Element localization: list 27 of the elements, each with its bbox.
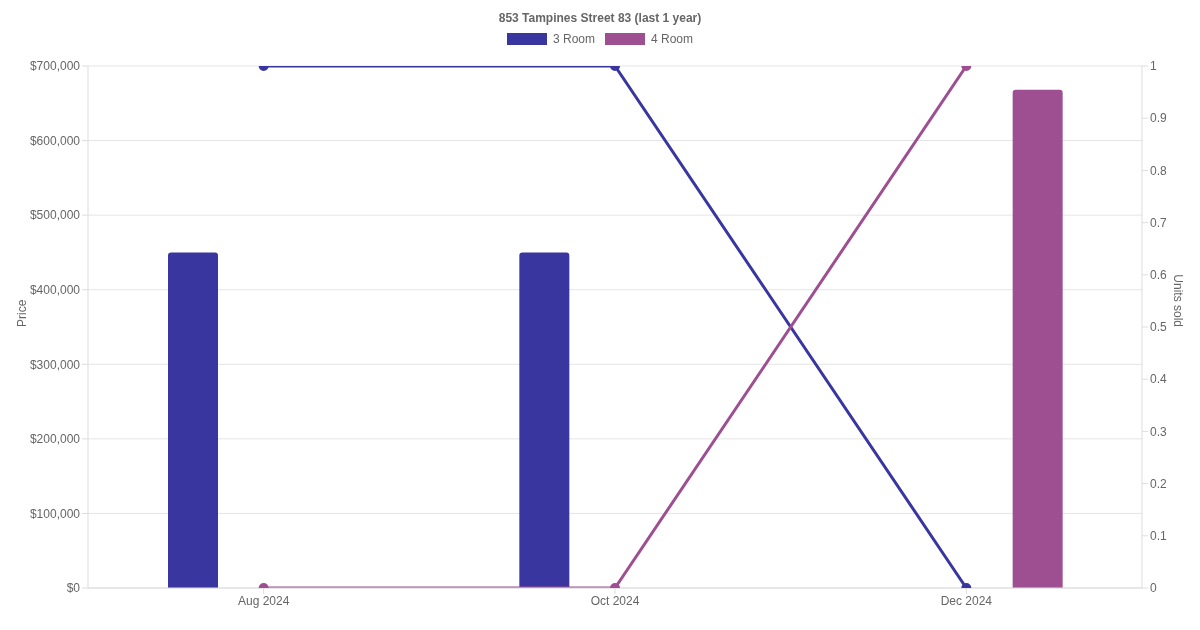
legend-label: 3 Room bbox=[552, 32, 595, 46]
y-tick-label: $100,000 bbox=[29, 506, 81, 521]
y2-tick-label: 0.7 bbox=[1150, 215, 1168, 230]
chart-title: 853 Tampines Street 83 (last 1 year) bbox=[497, 10, 703, 27]
y2-tick-label: 1 bbox=[1150, 59, 1157, 74]
x-tick-label: Aug 2024 bbox=[237, 593, 290, 608]
y-axis-title: Price bbox=[15, 299, 30, 327]
x-tick-label: Dec 2024 bbox=[940, 593, 993, 608]
y-tick-label: $400,000 bbox=[29, 282, 81, 297]
y2-tick-label: 0.4 bbox=[1150, 372, 1168, 387]
y2-tick-label: 0.8 bbox=[1150, 163, 1168, 178]
y2-tick-label: 0.6 bbox=[1150, 268, 1168, 283]
x-tick-label: Oct 2024 bbox=[590, 593, 640, 608]
y2-tick-label: 0.2 bbox=[1150, 476, 1168, 491]
y-tick-label: $600,000 bbox=[29, 133, 81, 148]
y-tick-label: $300,000 bbox=[29, 357, 81, 372]
y-tick-label: $200,000 bbox=[29, 432, 81, 447]
y-tick-label: $0 bbox=[66, 581, 81, 596]
y2-tick-label: 0.9 bbox=[1150, 111, 1168, 126]
y2-tick-label: 0.3 bbox=[1150, 424, 1168, 439]
y-tick-label: $500,000 bbox=[29, 208, 81, 223]
y2-tick-label: 0 bbox=[1150, 581, 1157, 596]
y2-tick-label: 0.1 bbox=[1150, 529, 1168, 544]
legend-label: 4 Room bbox=[651, 32, 694, 46]
y2-tick-label: 0.5 bbox=[1150, 320, 1168, 335]
y-tick-label: $700,000 bbox=[29, 59, 81, 74]
y2-axis-title: Units sold bbox=[1170, 274, 1185, 327]
